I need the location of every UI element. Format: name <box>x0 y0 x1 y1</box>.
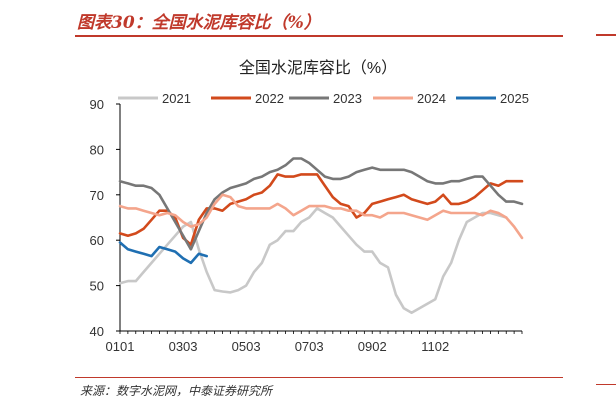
figure-header: 图表30：全国水泥库容比（%） <box>75 4 563 37</box>
y-tick-label: 80 <box>90 142 104 157</box>
y-axis: 40 50 60 70 80 90 <box>90 97 121 339</box>
source-rule <box>75 377 563 378</box>
series-line-2024 <box>118 193 524 240</box>
plot-lines <box>118 157 524 315</box>
legend-label-2021: 2021 <box>162 91 191 106</box>
series-line-2025 <box>118 241 208 265</box>
x-tick-label: 0902 <box>358 339 387 354</box>
x-tick-label: 0503 <box>232 339 261 354</box>
y-tick-label: 90 <box>90 97 104 112</box>
legend: 2021 2022 2023 2024 2025 <box>118 91 529 106</box>
y-tick-label: 60 <box>90 233 104 248</box>
legend-label-2022: 2022 <box>255 91 284 106</box>
figure-title: 图表30：全国水泥库容比（%） <box>77 13 321 33</box>
legend-label-2025: 2025 <box>500 91 529 106</box>
edge-rule-top <box>596 34 616 36</box>
chart-title: 全国水泥库容比（%） <box>239 59 397 77</box>
y-tick-label: 50 <box>90 279 104 294</box>
y-tick-label: 40 <box>90 324 104 339</box>
legend-label-2023: 2023 <box>333 91 362 106</box>
series-line-2021 <box>118 207 508 315</box>
x-tick-label: 1102 <box>421 339 449 354</box>
x-axis: 0101 0303 0503 0703 0902 1102 <box>106 330 523 354</box>
x-tick-label: 0703 <box>295 339 324 354</box>
source-note: 来源：数字水泥网，中泰证券研究所 <box>80 384 273 398</box>
x-tick-label: 0101 <box>106 339 135 354</box>
y-tick-label: 70 <box>90 188 104 203</box>
x-tick-label: 0303 <box>169 339 198 354</box>
title-rule <box>75 35 563 37</box>
series-line-2023 <box>118 157 524 251</box>
chart: 全国水泥库容比（%） 2021 2022 2023 2024 2025 40 50 60 70… <box>90 59 529 354</box>
legend-label-2024: 2024 <box>417 91 446 106</box>
edge-rule-bottom <box>596 384 616 385</box>
